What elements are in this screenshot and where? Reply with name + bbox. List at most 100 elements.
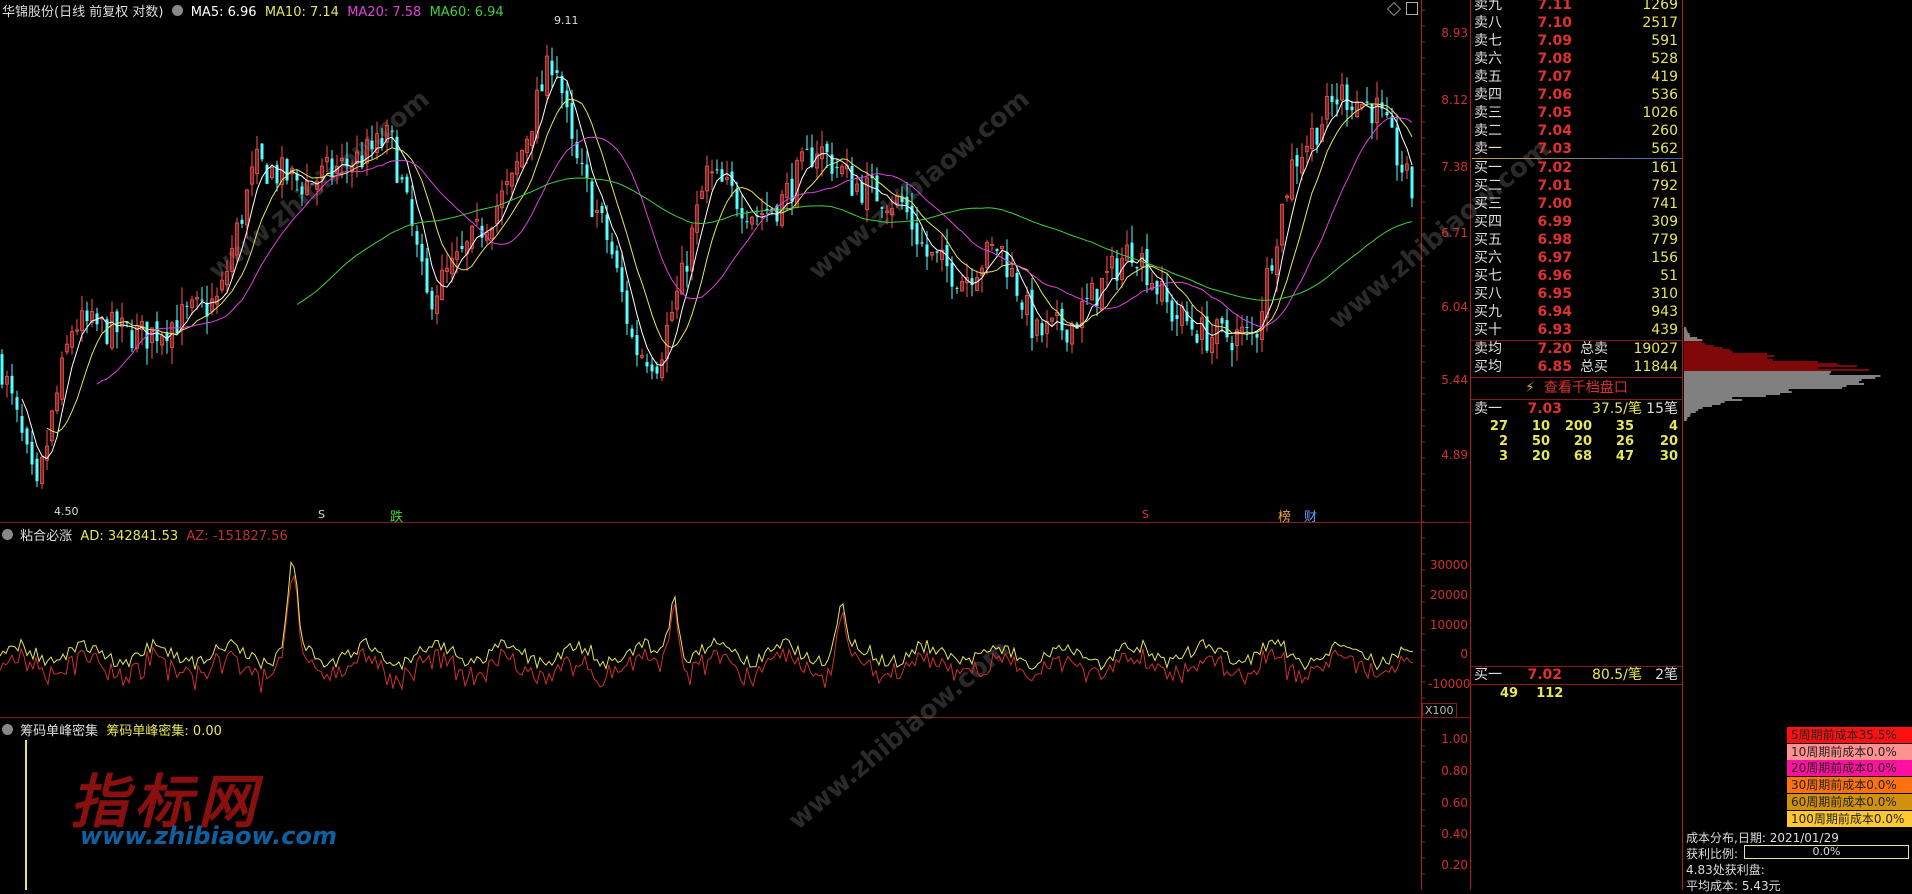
avg-buy-row: 买均 6.85 总买 11844 — [1474, 359, 1678, 375]
candle-body — [1140, 253, 1144, 268]
candle-body — [55, 392, 59, 412]
ask1-queue-item: 68 — [1573, 449, 1592, 464]
candle-body — [325, 156, 329, 163]
candle-body — [760, 213, 764, 215]
signal-marker[interactable]: S — [318, 508, 325, 521]
candle-body — [1365, 101, 1369, 103]
panel-toggle-icon[interactable] — [1406, 2, 1418, 15]
bid-row[interactable]: 买二 7.01 792 — [1474, 178, 1678, 194]
candle-body — [1335, 99, 1339, 105]
candle-body — [150, 327, 154, 344]
bid1-summary: 买一 7.02 80.5/笔 2笔 — [1474, 667, 1678, 683]
candle-body — [775, 205, 779, 222]
candle-body — [300, 186, 304, 195]
candle-body — [260, 143, 264, 160]
candle-body — [1110, 255, 1114, 269]
ask-row[interactable]: 卖九 7.11 1269 — [1474, 0, 1678, 13]
signal-marker[interactable]: 跌 — [390, 510, 404, 525]
candle-body — [445, 267, 449, 272]
candle-body — [1065, 329, 1069, 343]
candle-body — [650, 364, 654, 372]
candle-body — [600, 206, 604, 214]
candle-body — [540, 84, 544, 92]
candle-body — [430, 290, 434, 310]
avg-cost-label: 平均成本: 5.43元 — [1686, 879, 1781, 893]
candle-body — [190, 299, 194, 309]
candle-body — [270, 166, 274, 179]
candle-body — [1360, 103, 1364, 108]
candle-body — [310, 183, 314, 185]
candle-body — [355, 151, 359, 164]
ask-row[interactable]: 卖六 7.08 528 — [1474, 51, 1678, 67]
ma60-label: MA60: 6.94 — [429, 5, 504, 20]
bid-row[interactable]: 买一 7.02 161 — [1474, 160, 1678, 176]
candle-body — [1155, 281, 1159, 295]
ask-row[interactable]: 卖五 7.07 419 — [1474, 69, 1678, 85]
settings-icon[interactable] — [171, 5, 183, 16]
panel-divider — [0, 717, 1470, 718]
profit-ratio-label: 获利比例: — [1686, 847, 1739, 861]
candle-body — [535, 89, 539, 139]
ask-row[interactable]: 卖七 7.09 591 — [1474, 33, 1678, 49]
ask1-queue-item: 47 — [1615, 449, 1634, 464]
candle-body — [750, 216, 754, 225]
settings-icon[interactable] — [2, 529, 13, 540]
bid-row[interactable]: 买八 6.95 310 — [1474, 286, 1678, 302]
candle-body — [340, 157, 344, 162]
candle-body — [1210, 336, 1214, 354]
candle-body — [1380, 102, 1384, 109]
ask-row[interactable]: 卖四 7.06 536 — [1474, 87, 1678, 103]
candle-body — [1410, 166, 1414, 199]
signal-marker[interactable]: 财 — [1304, 510, 1318, 525]
ask-row[interactable]: 卖一 7.03 562 — [1474, 141, 1678, 157]
candle-body — [1015, 273, 1019, 296]
candle-body — [910, 205, 914, 230]
chip-indicator-name[interactable]: 筹码单峰密集 — [20, 724, 99, 739]
candle-body — [840, 166, 844, 175]
candle-body — [985, 242, 989, 268]
candle-body — [140, 321, 144, 330]
ask-row[interactable]: 卖八 7.10 2517 — [1474, 15, 1678, 31]
candle-body — [555, 70, 559, 73]
bid-row[interactable]: 买三 7.00 741 — [1474, 196, 1678, 212]
bid-row[interactable]: 买七 6.96 51 — [1474, 268, 1678, 284]
candle-body — [1075, 323, 1079, 329]
candle-body — [205, 302, 209, 317]
candle-body — [565, 90, 569, 108]
candle-body — [640, 355, 644, 358]
orderbook-right-border — [1682, 0, 1683, 890]
settings-icon[interactable] — [2, 724, 13, 735]
indicator-tick: -10000 — [1428, 677, 1471, 691]
candle-body — [1235, 329, 1239, 347]
candle-body — [1060, 308, 1064, 331]
candle-body — [700, 190, 704, 200]
candle-body — [610, 241, 614, 255]
depth-link[interactable]: ⚡ 查看千档盘口 — [1525, 380, 1628, 396]
candle-body — [570, 102, 574, 139]
ask-row[interactable]: 卖二 7.04 260 — [1474, 123, 1678, 139]
bid-row[interactable]: 买九 6.94 943 — [1474, 304, 1678, 320]
ma10-line — [46, 98, 1413, 434]
candle-body — [275, 164, 279, 184]
candle-body — [1105, 270, 1109, 273]
bid-row[interactable]: 买四 6.99 309 — [1474, 214, 1678, 230]
indicator-name[interactable]: 粘合必涨 — [20, 529, 73, 544]
bid-row[interactable]: 买五 6.98 779 — [1474, 232, 1678, 248]
candle-body — [680, 262, 684, 295]
price-tick: 6.04 — [1441, 300, 1468, 315]
chip-tick: 1.00 — [1441, 732, 1468, 746]
chip-tick: 0.80 — [1441, 764, 1468, 778]
ask1-summary: 卖一 7.03 37.5/笔 15笔 — [1474, 401, 1678, 417]
candle-body — [1265, 268, 1269, 318]
indicator-unit: X100 — [1422, 703, 1457, 718]
candle-body — [765, 208, 769, 211]
candle-body — [880, 207, 884, 209]
bid-row[interactable]: 买六 6.97 156 — [1474, 250, 1678, 266]
bid-row[interactable]: 买十 6.93 439 — [1474, 322, 1678, 338]
ask-row[interactable]: 卖三 7.05 1026 — [1474, 105, 1678, 121]
candle-body — [225, 271, 229, 286]
signal-marker[interactable]: S — [1142, 508, 1149, 521]
candle-body — [1130, 242, 1134, 264]
signal-marker[interactable]: 榜 — [1278, 510, 1292, 525]
